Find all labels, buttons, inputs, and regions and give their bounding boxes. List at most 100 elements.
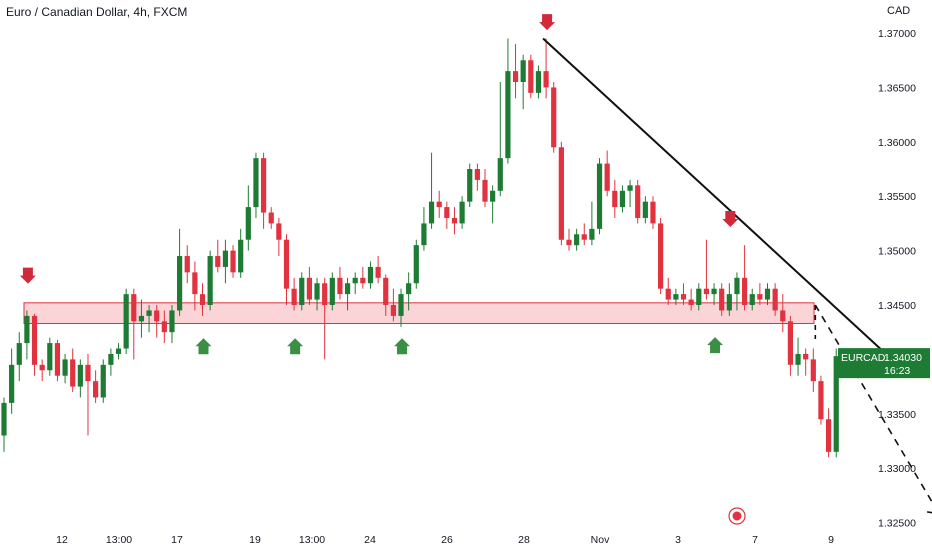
candle-body [283, 239, 290, 289]
candle-body [474, 169, 480, 180]
candle-body [619, 190, 626, 208]
candle-body [24, 315, 30, 344]
projection-arrow [814, 304, 932, 504]
price-label-bg [838, 348, 930, 379]
candle-body [566, 239, 572, 246]
event-icon-dot [732, 511, 742, 521]
candle-body [146, 310, 152, 316]
candle-body [47, 343, 53, 371]
x-tick-label: 28 [518, 534, 530, 546]
x-tick-label: 26 [441, 534, 453, 546]
candle-body [299, 277, 305, 306]
candle-body [360, 277, 366, 284]
candle-body [589, 228, 595, 240]
candle-body [169, 310, 175, 333]
candle-body [70, 359, 76, 387]
candle-body [512, 71, 519, 83]
candle-body [352, 277, 358, 284]
candle-body [398, 294, 404, 316]
candle-body [383, 277, 389, 306]
candle-body [803, 353, 809, 360]
candle-body [520, 60, 526, 83]
candle-body [31, 315, 38, 365]
candle-body [314, 283, 320, 300]
candle-body [85, 364, 91, 382]
candle-body [123, 294, 129, 349]
candle-body [390, 305, 396, 316]
candle-body [329, 277, 335, 306]
y-tick-label: 1.33500 [878, 409, 916, 421]
y-tick-label: 1.33000 [878, 463, 916, 475]
candle-body [719, 288, 725, 311]
y-tick-label: 1.37000 [878, 28, 916, 40]
candle-body [658, 223, 664, 289]
candle-body [635, 185, 641, 218]
x-tick-label: 19 [249, 534, 261, 546]
up-arrow-marker [394, 338, 411, 355]
candle-body [734, 277, 740, 295]
x-tick-label: Nov [591, 534, 610, 546]
candle-body [795, 353, 801, 365]
candle-body [726, 294, 732, 311]
candle-body [505, 71, 511, 159]
candle-body [543, 71, 549, 88]
candle-body [749, 294, 755, 306]
candle-body [581, 234, 587, 240]
candle-body [451, 217, 458, 224]
candle-body [161, 321, 167, 333]
candle-body [306, 277, 312, 300]
candle-body [787, 321, 794, 365]
up-arrow-marker [195, 338, 212, 355]
candle-body [428, 201, 435, 224]
candle-body [627, 185, 633, 191]
candle-body [344, 283, 351, 295]
candle-body [291, 288, 297, 306]
candle-body [207, 256, 213, 306]
candle-body [696, 288, 702, 306]
candle-body [93, 381, 99, 398]
y-tick-label: 1.35000 [878, 246, 916, 258]
candle-body [54, 343, 61, 376]
candle-body [650, 201, 656, 224]
price-label-price: 1.34030 [884, 352, 922, 364]
candle-body [757, 294, 763, 300]
candle-body [276, 223, 282, 240]
candle-body [100, 364, 106, 398]
candle-body [741, 277, 748, 306]
candle-body [238, 239, 244, 273]
candle-body [711, 288, 717, 295]
candle-body [245, 207, 251, 240]
resistance-trendline [542, 37, 911, 377]
x-tick-label: 9 [828, 534, 834, 546]
candle-body [818, 381, 824, 420]
x-tick-label: 3 [675, 534, 681, 546]
candle-body [665, 288, 671, 300]
candle-body [215, 256, 221, 267]
x-tick-label: 12 [56, 534, 68, 546]
up-arrow-marker [707, 337, 724, 354]
candle-body [436, 201, 442, 208]
candle-body [558, 147, 564, 240]
candle-body [253, 158, 259, 208]
y-tick-label: 1.35500 [878, 191, 916, 203]
candle-body [703, 288, 710, 295]
down-arrow-marker [722, 211, 739, 228]
candle-body [680, 294, 687, 300]
candle-body [77, 364, 83, 387]
candle-body [230, 250, 236, 273]
candle-body [131, 294, 137, 322]
candle-body [482, 179, 488, 202]
candle-body [825, 419, 832, 452]
candle-body [62, 359, 68, 376]
candle-body [810, 359, 816, 382]
chart-title: Euro / Canadian Dollar, 4h, FXCM [6, 5, 188, 19]
candle-body [199, 294, 206, 306]
y-tick-label: 1.36500 [878, 82, 916, 94]
candle-body [596, 163, 603, 229]
x-tick-label: 24 [364, 534, 376, 546]
candle-body [1, 402, 7, 436]
candle-body [222, 250, 229, 267]
candle-body [574, 234, 580, 246]
